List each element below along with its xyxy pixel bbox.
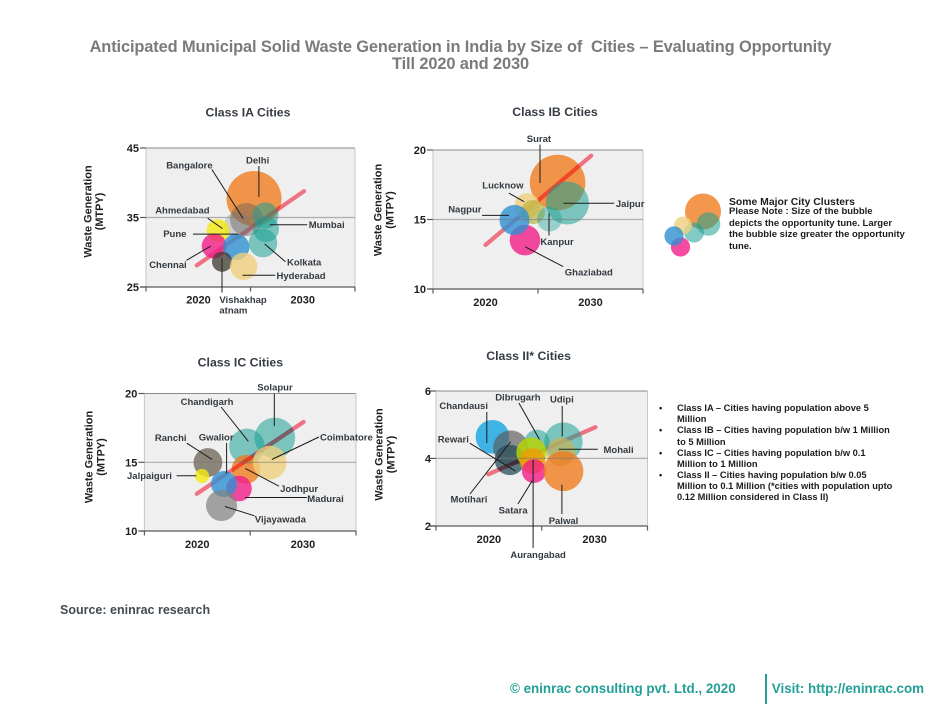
svg-text:Mumbai: Mumbai [309, 220, 345, 231]
svg-text:Kolkata: Kolkata [287, 257, 322, 268]
svg-text:10: 10 [125, 526, 137, 538]
svg-text:Jaipur: Jaipur [616, 199, 645, 210]
svg-text:(MTPY): (MTPY) [385, 435, 397, 473]
svg-text:Class IA Cities: Class IA Cities [206, 105, 291, 119]
svg-text:10: 10 [414, 284, 426, 296]
svg-text:atnam: atnam [219, 306, 247, 317]
svg-text:(MTPY): (MTPY) [94, 192, 106, 230]
svg-text:2020: 2020 [186, 294, 210, 306]
svg-text:Mohali: Mohali [604, 445, 634, 456]
svg-text:2030: 2030 [291, 294, 315, 306]
svg-text:2020: 2020 [185, 539, 209, 551]
svg-text:15: 15 [414, 215, 426, 227]
svg-text:Nagpur: Nagpur [448, 205, 482, 216]
svg-text:20: 20 [125, 389, 137, 401]
svg-text:Bangalore: Bangalore [166, 161, 212, 172]
svg-text:Palwal: Palwal [549, 516, 579, 527]
svg-text:Satara: Satara [499, 505, 529, 516]
svg-text:15: 15 [125, 458, 137, 470]
svg-text:6: 6 [425, 386, 431, 398]
svg-text:Madurai: Madurai [307, 494, 343, 505]
svg-text:45: 45 [127, 143, 139, 155]
svg-text:Ranchi: Ranchi [155, 433, 187, 444]
svg-text:Ahmedabad: Ahmedabad [155, 206, 210, 217]
svg-text:2020: 2020 [477, 534, 501, 546]
svg-text:Kanpur: Kanpur [540, 237, 574, 248]
svg-text:Jodhpur: Jodhpur [280, 484, 318, 495]
svg-text:Pune: Pune [163, 229, 186, 240]
svg-text:(MTPY): (MTPY) [384, 191, 396, 229]
svg-text:Hyderabad: Hyderabad [277, 271, 326, 282]
svg-text:Ghaziabad: Ghaziabad [565, 267, 613, 278]
svg-text:Chandigarh: Chandigarh [181, 397, 234, 408]
svg-text:Rewari: Rewari [438, 434, 469, 445]
svg-text:Lucknow: Lucknow [482, 181, 524, 192]
svg-text:25: 25 [127, 282, 139, 294]
svg-text:2030: 2030 [582, 534, 606, 546]
svg-text:2: 2 [425, 521, 431, 533]
svg-text:Waste Generation: Waste Generation [82, 165, 94, 257]
svg-text:Delhi: Delhi [246, 156, 269, 167]
svg-text:2030: 2030 [291, 539, 315, 551]
svg-text:Vishakhap: Vishakhap [219, 295, 267, 306]
svg-text:Chennai: Chennai [149, 260, 186, 271]
svg-text:Solapur: Solapur [257, 383, 293, 394]
svg-text:Dibrugarh: Dibrugarh [495, 393, 541, 404]
svg-text:Udipi: Udipi [550, 394, 574, 405]
svg-text:Motihari: Motihari [451, 494, 488, 505]
svg-text:4: 4 [425, 454, 432, 466]
svg-text:Class IB Cities: Class IB Cities [512, 105, 598, 119]
svg-text:Aurangabad: Aurangabad [510, 550, 566, 561]
svg-text:Class IC Cities: Class IC Cities [198, 355, 284, 369]
svg-text:Coimbatore: Coimbatore [320, 432, 373, 443]
svg-text:2020: 2020 [473, 297, 497, 309]
svg-text:Surat: Surat [527, 134, 552, 145]
svg-text:2030: 2030 [578, 297, 602, 309]
svg-text:20: 20 [414, 145, 426, 157]
svg-text:Chandausi: Chandausi [439, 401, 488, 412]
svg-text:Gwalior: Gwalior [199, 432, 234, 443]
svg-text:Jalpaiguri: Jalpaiguri [127, 471, 172, 482]
svg-text:Class II* Cities: Class II* Cities [486, 349, 571, 363]
svg-text:Vijayawada: Vijayawada [255, 515, 307, 526]
svg-text:(MTPY): (MTPY) [96, 438, 108, 476]
svg-text:Waste Generation: Waste Generation [373, 164, 385, 256]
svg-text:Waste Generation: Waste Generation [84, 411, 96, 503]
svg-text:35: 35 [127, 213, 139, 225]
svg-text:Waste Generation: Waste Generation [373, 408, 385, 500]
